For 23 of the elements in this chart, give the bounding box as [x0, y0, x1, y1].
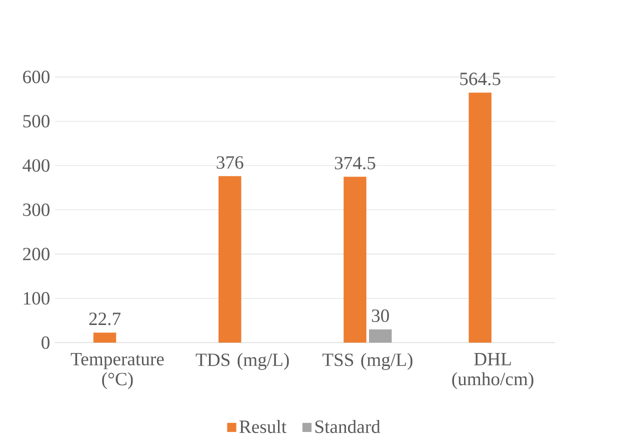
- y-tick-label: 600: [23, 70, 50, 84]
- x-tick-label: TDS (mg/L): [196, 353, 289, 370]
- data-label: 564.5: [460, 72, 500, 86]
- data-label: 374.5: [334, 156, 376, 170]
- bar: [218, 176, 242, 343]
- y-tick-label: 500: [23, 115, 50, 128]
- bar: [468, 92, 492, 343]
- bar: [93, 332, 116, 343]
- data-label: 22.7: [89, 312, 121, 326]
- y-tick-label: 200: [23, 248, 50, 260]
- bar: [369, 329, 392, 343]
- legend-label: Result: [239, 420, 286, 434]
- y-tick-label: 300: [23, 204, 50, 216]
- data-label: 376: [216, 156, 244, 169]
- x-tick-label: Temperature (°C): [70, 353, 164, 390]
- bar: [344, 176, 366, 343]
- y-tick-label: 400: [22, 159, 50, 172]
- data-label: 30: [372, 310, 389, 322]
- x-tick-label: DHL (umho/cm): [452, 353, 534, 390]
- x-tick-label: TSS (mg/L): [322, 353, 412, 370]
- y-tick-label: 100: [24, 292, 50, 305]
- legend-label: Standard: [315, 420, 380, 434]
- y-tick-label: 0: [42, 336, 50, 350]
